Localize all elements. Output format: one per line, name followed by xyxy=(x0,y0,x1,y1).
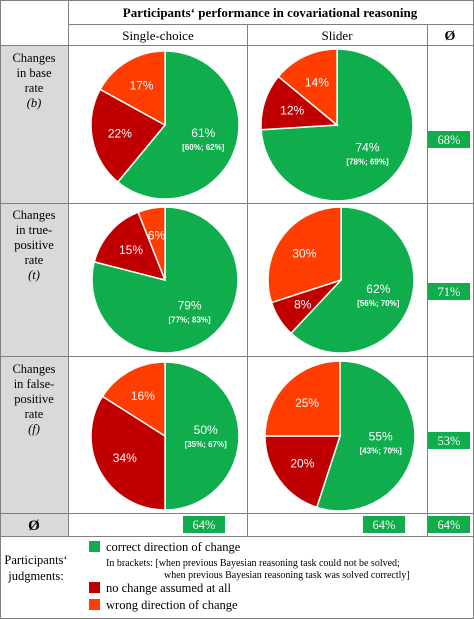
pie-label-no-change: 8% xyxy=(294,297,312,311)
pie-slice-wrong xyxy=(277,48,338,127)
header-average: Ø xyxy=(445,29,456,44)
row-label-line: in false- xyxy=(14,377,55,391)
pie-slice-no-change xyxy=(90,88,167,184)
legend-label-wrong: wrong direction of change xyxy=(106,598,238,612)
pie-label-wrong: 25% xyxy=(295,396,319,410)
header-slider: Slider xyxy=(321,28,353,43)
pie-label-ci: [35%; 67%] xyxy=(185,440,228,449)
pie-label-ci: [77%; 83%] xyxy=(168,316,211,325)
avg-badge-slider-bg xyxy=(363,516,405,533)
legend-swatch-no-change xyxy=(89,582,100,593)
pie-label-wrong: 16% xyxy=(131,389,155,403)
pie-chart-false-positive-single-choice: 50% [35%; 67%] 34% 16% xyxy=(90,361,240,511)
legend-label-correct: correct direction of change xyxy=(106,540,241,554)
pie-label-wrong: 30% xyxy=(292,246,316,260)
row-label-line: in true- xyxy=(16,223,52,237)
row-label-bg-false-positive xyxy=(1,357,68,513)
pie-slice-wrong xyxy=(101,361,166,438)
avg-badge-false-positive-bg xyxy=(428,432,470,449)
pie-label-no-change: 34% xyxy=(113,451,137,465)
avg-badge-overall: 64% xyxy=(438,518,461,532)
footer-average-symbol: Ø xyxy=(28,518,40,534)
row-label-line: rate xyxy=(25,407,44,421)
pie-label-correct: 74% xyxy=(355,141,379,155)
pie-label-correct: 62% xyxy=(366,282,390,296)
row-label-line: in base xyxy=(16,66,52,80)
avg-badge-overall-bg xyxy=(428,516,470,533)
legend-title-line: Participants‘ xyxy=(4,553,67,567)
pie-slice-wrong xyxy=(267,206,342,304)
pie-label-ci: [43%; 70%] xyxy=(360,447,403,456)
pie-label-wrong: 14% xyxy=(305,75,329,89)
row-label-symbol: (b) xyxy=(27,96,42,110)
row-label-bg-base-rate xyxy=(1,46,68,203)
avg-badge-false-positive: 53% xyxy=(438,434,461,448)
avg-badge-true-positive: 71% xyxy=(438,285,461,299)
avg-badge-single-choice-bg xyxy=(183,516,225,533)
avg-badge-base-rate-bg xyxy=(428,131,470,148)
pie-slice-wrong xyxy=(264,360,341,437)
row-label-false-positive: Changes in false- positive rate (f) xyxy=(12,362,55,436)
row-label-line: Changes xyxy=(12,362,55,376)
legend-swatch-correct xyxy=(89,541,100,552)
table-header: Participants‘ performance in covariation… xyxy=(122,5,455,44)
pie-label-correct: 61% xyxy=(191,126,215,140)
legend-bracket-note-line1: In brackets: [when previous Bayesian rea… xyxy=(106,558,400,569)
pie-label-no-change: 20% xyxy=(290,456,314,470)
average-badges: 68% 71% 53% 64% 64% 64% xyxy=(183,131,470,533)
row-label-true-positive: Changes in true- positive rate (t) xyxy=(12,208,55,282)
header-single-choice: Single-choice xyxy=(122,28,194,43)
pie-slice-wrong xyxy=(137,206,166,281)
avg-badge-slider: 64% xyxy=(373,518,396,532)
pie-chart-base-rate-slider: 74% [78%; 69%] 12%14% xyxy=(260,48,414,202)
pie-label-ci: [56%; 70%] xyxy=(357,299,400,308)
pie-slice-correct xyxy=(164,361,240,511)
pie-chart-false-positive-slider: 55% [43%; 70%] 20% 25% xyxy=(264,360,416,512)
avg-badge-true-positive-bg xyxy=(428,283,470,300)
row-label-bg-footer xyxy=(1,514,68,536)
row-label-base-rate: Changes in base rate (b) xyxy=(12,51,55,110)
pie-label-ci: [60%; 62%] xyxy=(182,143,225,152)
pie-slice-no-change xyxy=(264,435,342,509)
legend-title-line: judgments: xyxy=(7,569,64,583)
pie-label-wrong: 6% xyxy=(148,229,166,243)
pie-slice-correct xyxy=(289,206,415,354)
row-label-line: positive xyxy=(14,392,54,406)
row-label-line: rate xyxy=(25,253,44,267)
pie-chart-true-positive-single-choice: 79% [77%; 83%] 15% 6% xyxy=(91,206,239,354)
pie-label-correct: 55% xyxy=(369,430,393,444)
row-label-bg-true-positive xyxy=(1,204,68,356)
legend-bracket-note-line2: when previous Bayesian reasoning task wa… xyxy=(164,570,410,581)
pie-chart-base-rate-single-choice: 61% [60%; 62%] 22% 17% xyxy=(90,50,240,200)
pie-chart-true-positive-slider: 62% [56%; 70%] 8% 30% xyxy=(267,206,415,354)
pie-slice-no-change xyxy=(93,211,167,282)
row-label-backgrounds xyxy=(1,46,68,536)
pie-label-correct: 50% xyxy=(194,423,218,437)
pie-label-no-change: 22% xyxy=(108,127,132,141)
pie-label-ci: [78%; 69%] xyxy=(346,158,389,167)
avg-badge-single-choice: 64% xyxy=(193,518,216,532)
row-label-line: Changes xyxy=(12,208,55,222)
header-title: Participants‘ performance in covariation… xyxy=(123,5,418,20)
pie-label-no-change: 12% xyxy=(280,103,304,117)
row-label-line: positive xyxy=(14,238,54,252)
row-label-symbol: (f) xyxy=(28,422,40,436)
legend-label-no-change: no change assumed at all xyxy=(106,581,231,595)
pie-label-no-change: 15% xyxy=(119,243,143,257)
pie-label-wrong: 17% xyxy=(130,79,154,93)
row-label-symbol: (t) xyxy=(28,268,40,282)
avg-badge-base-rate: 68% xyxy=(438,133,461,147)
legend-swatch-wrong xyxy=(89,599,100,610)
pie-label-correct: 79% xyxy=(178,299,202,313)
legend: Participants‘ judgments: correct directi… xyxy=(4,540,409,612)
row-label-line: rate xyxy=(25,81,44,95)
row-label-line: Changes xyxy=(12,51,55,65)
pie-slice-wrong xyxy=(99,50,166,127)
pie-slice-correct xyxy=(315,360,416,512)
pie-slice-correct xyxy=(116,50,240,200)
